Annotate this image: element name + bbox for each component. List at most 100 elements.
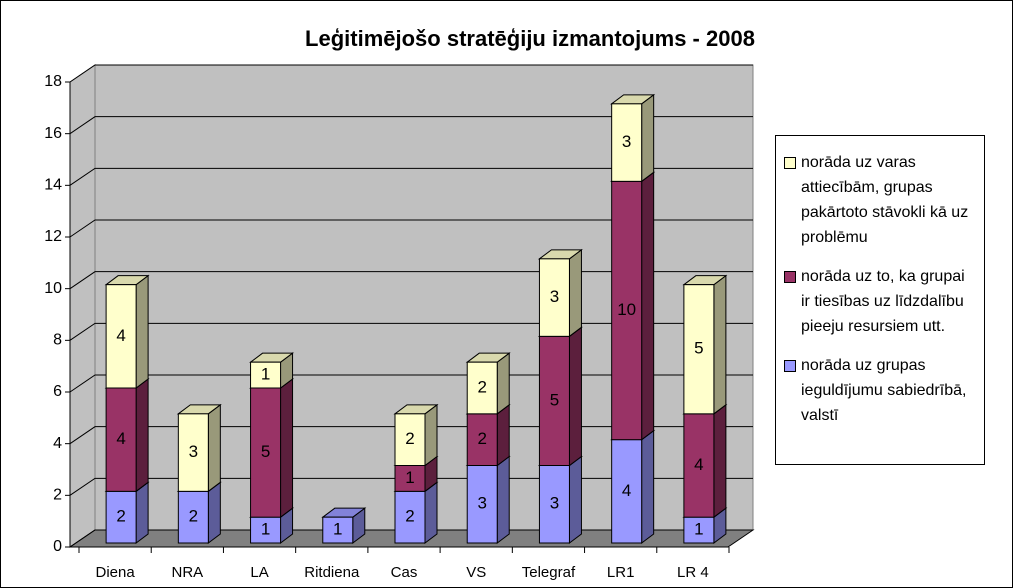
bar-value-label: 2 <box>189 507 198 526</box>
bar <box>250 387 282 518</box>
x-tick-label: LR1 <box>607 564 635 581</box>
bar-side <box>135 378 149 493</box>
bar <box>105 490 137 544</box>
bar <box>394 490 426 544</box>
grid-line <box>69 219 753 238</box>
bar-value-label: 1 <box>261 520 270 539</box>
bar-side <box>568 248 582 338</box>
grid-line <box>69 477 753 496</box>
bar-value-label: 4 <box>694 455 703 474</box>
bar <box>538 335 570 467</box>
bar <box>466 361 498 415</box>
x-tick-label: Cas <box>391 564 418 581</box>
x-tick-label: Ritdiena <box>304 564 360 581</box>
grid-line <box>69 64 753 83</box>
legend: norāda uz varas attiecībām, grupas pakār… <box>775 135 985 465</box>
bar <box>177 490 209 544</box>
bar-side <box>207 481 221 544</box>
bar-side <box>641 93 655 183</box>
bar-side <box>496 352 510 415</box>
bar-value-label: 3 <box>189 442 198 461</box>
bar <box>611 103 643 182</box>
legend-swatch <box>784 157 796 169</box>
bar <box>683 413 715 518</box>
bar <box>322 516 354 544</box>
y-tick-label: 18 <box>44 73 62 90</box>
bar-value-label: 4 <box>116 326 125 345</box>
bar-side <box>135 274 149 389</box>
y-tick-label: 8 <box>53 332 62 349</box>
bar <box>394 465 426 492</box>
bar-value-label: 4 <box>116 429 125 448</box>
bar-side <box>713 274 727 415</box>
bar <box>683 516 715 544</box>
grid-line <box>69 322 753 341</box>
bar-side <box>568 455 582 544</box>
bar <box>105 284 137 389</box>
x-tick-label: Diena <box>96 564 136 581</box>
legend-swatch <box>784 271 796 283</box>
bar-value-label: 3 <box>550 494 559 513</box>
y-tick-label: 14 <box>44 177 62 194</box>
y-tick-label: 2 <box>53 487 62 504</box>
bar-side <box>207 403 221 493</box>
bar-value-label: 4 <box>622 481 631 500</box>
bar-side <box>424 481 438 544</box>
bar-value-label: 3 <box>550 287 559 306</box>
bar <box>394 413 426 467</box>
grid-line <box>69 426 753 445</box>
x-tick-label: LA <box>250 564 268 581</box>
grid-line <box>69 167 753 186</box>
chart-title: Leģitimējošo stratēģiju izmantojums - 20… <box>305 26 755 51</box>
grid-line <box>69 271 753 290</box>
bar-side <box>713 403 727 519</box>
bar-side <box>641 171 655 441</box>
bar-value-label: 2 <box>116 507 125 526</box>
bar <box>611 180 643 441</box>
y-tick-label: 6 <box>53 383 62 400</box>
bar-side <box>641 429 655 544</box>
bar <box>466 465 498 544</box>
bar-side <box>496 455 510 544</box>
bar-value-label: 2 <box>477 377 486 396</box>
bar-value-label: 3 <box>622 132 631 151</box>
y-tick-label: 4 <box>53 435 62 452</box>
bar <box>538 258 570 337</box>
side-wall <box>69 64 96 548</box>
bar <box>611 439 643 544</box>
bar-value-label: 2 <box>477 429 486 448</box>
bar <box>683 284 715 415</box>
grid-line <box>69 374 753 393</box>
legend-entry: norāda uz to, ka grupai ir tiesības uz l… <box>784 264 974 339</box>
legend-label: norāda uz grupas ieguldījumu sabiedrībā,… <box>801 357 967 424</box>
bar <box>177 413 209 492</box>
bar-value-label: 3 <box>477 494 486 513</box>
bar <box>538 465 570 544</box>
legend-swatch <box>784 360 796 372</box>
bar-side <box>280 378 294 519</box>
y-tick-label: 16 <box>44 125 62 142</box>
x-tick-label: LR 4 <box>677 564 709 581</box>
bar-side <box>568 326 582 467</box>
x-tick-label: Telegraf <box>522 564 576 581</box>
bar <box>250 361 282 389</box>
bar-value-label: 1 <box>694 520 703 539</box>
bar-value-label: 2 <box>405 429 414 448</box>
bar-value-label: 5 <box>261 442 270 461</box>
y-tick-label: 12 <box>44 228 62 245</box>
bar-value-label: 5 <box>550 390 559 409</box>
grid-line <box>69 116 753 135</box>
bar-side <box>135 481 149 544</box>
bar-value-label: 1 <box>333 520 342 539</box>
legend-label: norāda uz to, ka grupai ir tiesības uz l… <box>801 268 965 335</box>
bar-value-label: 1 <box>261 365 270 384</box>
bar-value-label: 2 <box>405 507 414 526</box>
legend-entry: norāda uz grupas ieguldījumu sabiedrībā,… <box>784 353 974 428</box>
grid-line <box>69 529 753 548</box>
x-tick-label: VS <box>466 564 486 581</box>
y-tick-label: 0 <box>53 538 62 555</box>
legend-label: norāda uz varas attiecībām, grupas pakār… <box>801 154 969 246</box>
bar <box>466 413 498 467</box>
